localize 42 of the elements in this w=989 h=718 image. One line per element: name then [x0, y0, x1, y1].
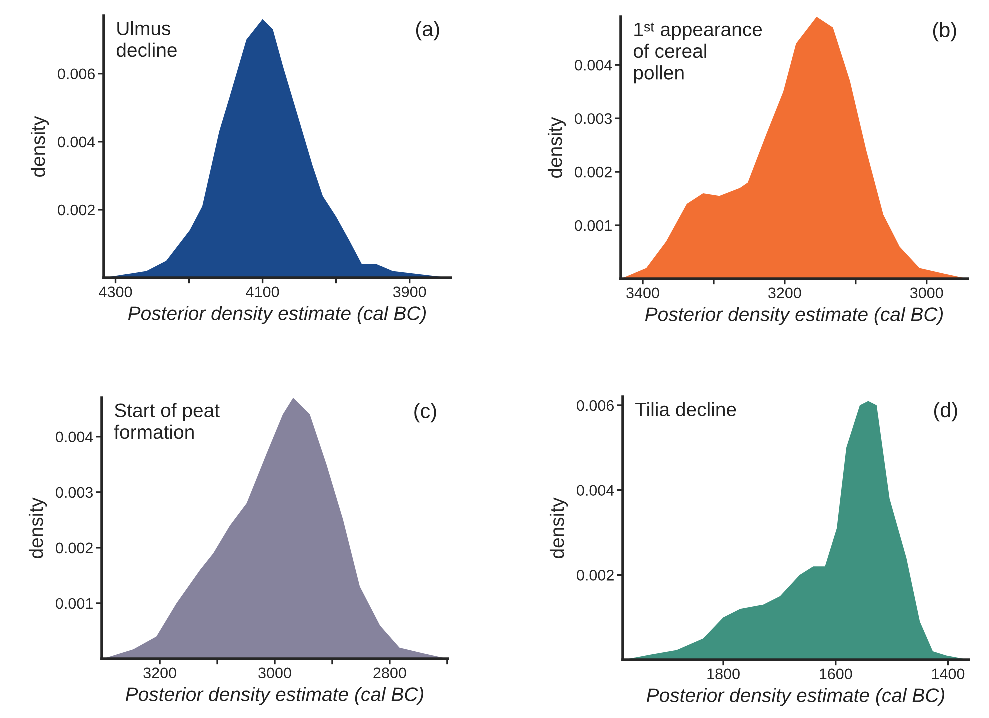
y-tick-label: 0.001	[575, 220, 612, 232]
y-tick-label: 0.006	[577, 400, 614, 412]
y-tick-label: 0.004	[58, 136, 96, 148]
x-tick-label: 3200	[768, 288, 802, 299]
y-tick-label: 0.002	[575, 166, 612, 178]
x-axis-title: Posterior density estimate (cal BC)	[128, 306, 426, 324]
x-tick-label: 4300	[99, 286, 132, 298]
x-tick-label: 3900	[393, 286, 426, 298]
y-tick-label: 0.003	[575, 113, 612, 124]
y-axis-title: density	[30, 116, 50, 177]
y-tick-label: 0.002	[577, 570, 614, 581]
y-tick-label: 0.002	[56, 542, 93, 554]
y-tick-label: 0.006	[58, 68, 95, 80]
y-tick-label: 0.004	[577, 485, 614, 496]
y-tick-label: 0.003	[56, 487, 93, 498]
y-tick-label: 0.004	[575, 60, 612, 71]
x-tick-label: 1800	[708, 668, 740, 680]
annotation: (c)	[414, 403, 436, 423]
annotation: 1ˢᵗ appearance of cereal pollen	[634, 22, 762, 84]
y-tick-label: 0.002	[58, 204, 95, 216]
y-axis-title: density	[28, 498, 48, 558]
annotation: (b)	[933, 22, 956, 42]
x-tick-label: 4100	[246, 286, 280, 298]
x-tick-label: 2800	[374, 668, 406, 679]
x-axis-title: Posterior density estimate (cal BC)	[645, 307, 944, 326]
y-tick-label: 0.004	[56, 432, 94, 443]
annotation: (a)	[416, 21, 440, 41]
y-axis-title: density	[550, 498, 568, 558]
x-axis-title: Posterior density estimate (cal BC)	[126, 687, 424, 706]
x-tick-label: 3400	[626, 288, 660, 299]
x-tick-label: 3200	[144, 668, 176, 679]
x-tick-label: 3000	[258, 668, 292, 679]
x-tick-label: 1400	[932, 668, 965, 680]
annotation: Start of peat formation	[114, 403, 220, 440]
x-tick-label: 3000	[910, 288, 944, 299]
annotation: Tilia decline	[636, 402, 736, 417]
y-tick-label: 0.001	[56, 598, 93, 610]
annotation: Ulmus decline	[116, 21, 177, 58]
x-tick-label: 1600	[820, 668, 852, 680]
annotation: (d)	[934, 402, 958, 422]
y-axis-title: density	[548, 117, 566, 178]
x-axis-title: Posterior density estimate (cal BC)	[646, 688, 945, 706]
